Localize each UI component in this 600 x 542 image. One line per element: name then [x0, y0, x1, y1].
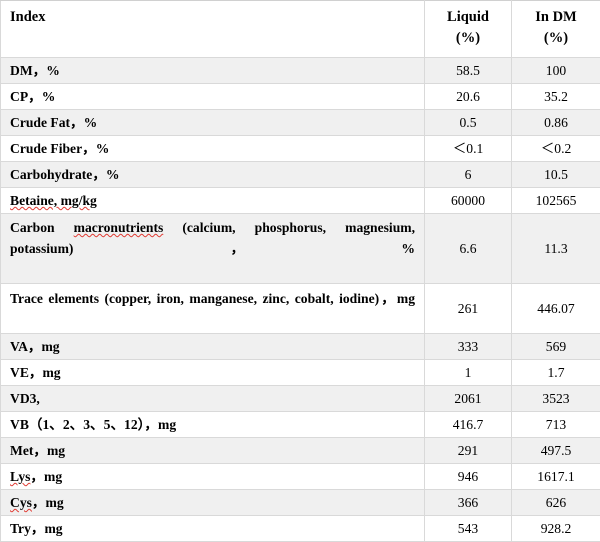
row-value-in-dm: 11.3 — [512, 214, 600, 284]
row-value-in-dm: 3523 — [512, 386, 600, 412]
row-value-liquid: 366 — [425, 490, 512, 516]
row-value-liquid: 6.6 — [425, 214, 512, 284]
row-value-liquid: 291 — [425, 438, 512, 464]
row-index-label: Carbohydrate，% — [1, 162, 425, 188]
column-header-index-label: Index — [10, 9, 45, 25]
table-row: Crude Fiber，%＜0.1＜0.2 — [1, 136, 600, 162]
row-index-label: Trace elements (copper, iron, manganese,… — [1, 284, 425, 334]
row-value-liquid: 333 — [425, 334, 512, 360]
spellcheck-underlined-text: Cys — [10, 495, 32, 510]
row-index-label: Crude Fiber，% — [1, 136, 425, 162]
row-index-label: Cys，mg — [1, 490, 425, 516]
table-header: Index Liquid (%) In DM (%) — [1, 1, 600, 58]
row-value-liquid: 946 — [425, 464, 512, 490]
row-value-in-dm: 10.5 — [512, 162, 600, 188]
spellcheck-underlined-text: Lys — [10, 469, 30, 484]
row-value-liquid: 1 — [425, 360, 512, 386]
row-index-label: Met，mg — [1, 438, 425, 464]
row-value-in-dm: 1617.1 — [512, 464, 600, 490]
row-index-label: Lys，mg — [1, 464, 425, 490]
row-index-label: Crude Fat，% — [1, 110, 425, 136]
row-index-label: VE，mg — [1, 360, 425, 386]
row-index-label: Carbon macronutrients (calcium, phosphor… — [1, 214, 425, 284]
row-value-in-dm: 928.2 — [512, 516, 600, 542]
column-header-liquid-label: Liquid — [425, 7, 511, 28]
row-value-liquid: ＜0.1 — [425, 136, 512, 162]
row-value-liquid: 6 — [425, 162, 512, 188]
row-index-label: VD3, — [1, 386, 425, 412]
column-header-index: Index — [1, 1, 425, 58]
row-value-liquid: 416.7 — [425, 412, 512, 438]
row-index-label: VB（1、2、3、5、12），mg — [1, 412, 425, 438]
spellcheck-underlined-text: macronutrients — [74, 220, 164, 235]
table-row: Carbon macronutrients (calcium, phosphor… — [1, 214, 600, 284]
row-index-label-text: Carbon macronutrients (calcium, phosphor… — [10, 217, 415, 280]
table-header-row: Index Liquid (%) In DM (%) — [1, 1, 600, 58]
column-header-liquid: Liquid (%) — [425, 1, 512, 58]
row-value-in-dm: 1.7 — [512, 360, 600, 386]
row-value-liquid: 2061 — [425, 386, 512, 412]
row-index-label: Try，mg — [1, 516, 425, 542]
row-index-label: CP，% — [1, 84, 425, 110]
row-value-liquid: 0.5 — [425, 110, 512, 136]
row-value-liquid: 20.6 — [425, 84, 512, 110]
row-value-liquid: 261 — [425, 284, 512, 334]
row-value-in-dm: 569 — [512, 334, 600, 360]
row-value-in-dm: 35.2 — [512, 84, 600, 110]
row-value-in-dm: 713 — [512, 412, 600, 438]
column-header-in-dm-unit: (%) — [512, 28, 600, 49]
row-value-in-dm: 626 — [512, 490, 600, 516]
spellcheck-underlined-text: Betaine, mg/kg — [10, 193, 97, 208]
row-index-label: DM，% — [1, 58, 425, 84]
row-value-liquid: 543 — [425, 516, 512, 542]
row-value-in-dm: 100 — [512, 58, 600, 84]
row-index-label: Betaine, mg/kg — [1, 188, 425, 214]
row-value-liquid: 58.5 — [425, 58, 512, 84]
row-index-label-text: Trace elements (copper, iron, manganese,… — [10, 288, 415, 330]
column-header-in-dm: In DM (%) — [512, 1, 600, 58]
row-value-in-dm: 446.07 — [512, 284, 600, 334]
row-value-in-dm: 102565 — [512, 188, 600, 214]
column-header-liquid-unit: (%) — [425, 28, 511, 49]
column-header-in-dm-label: In DM — [512, 7, 600, 28]
row-value-in-dm: 0.86 — [512, 110, 600, 136]
row-index-label: VA，mg — [1, 334, 425, 360]
row-value-liquid: 60000 — [425, 188, 512, 214]
row-value-in-dm: 497.5 — [512, 438, 600, 464]
row-value-in-dm: ＜0.2 — [512, 136, 600, 162]
table-row: Trace elements (copper, iron, manganese,… — [1, 284, 600, 334]
